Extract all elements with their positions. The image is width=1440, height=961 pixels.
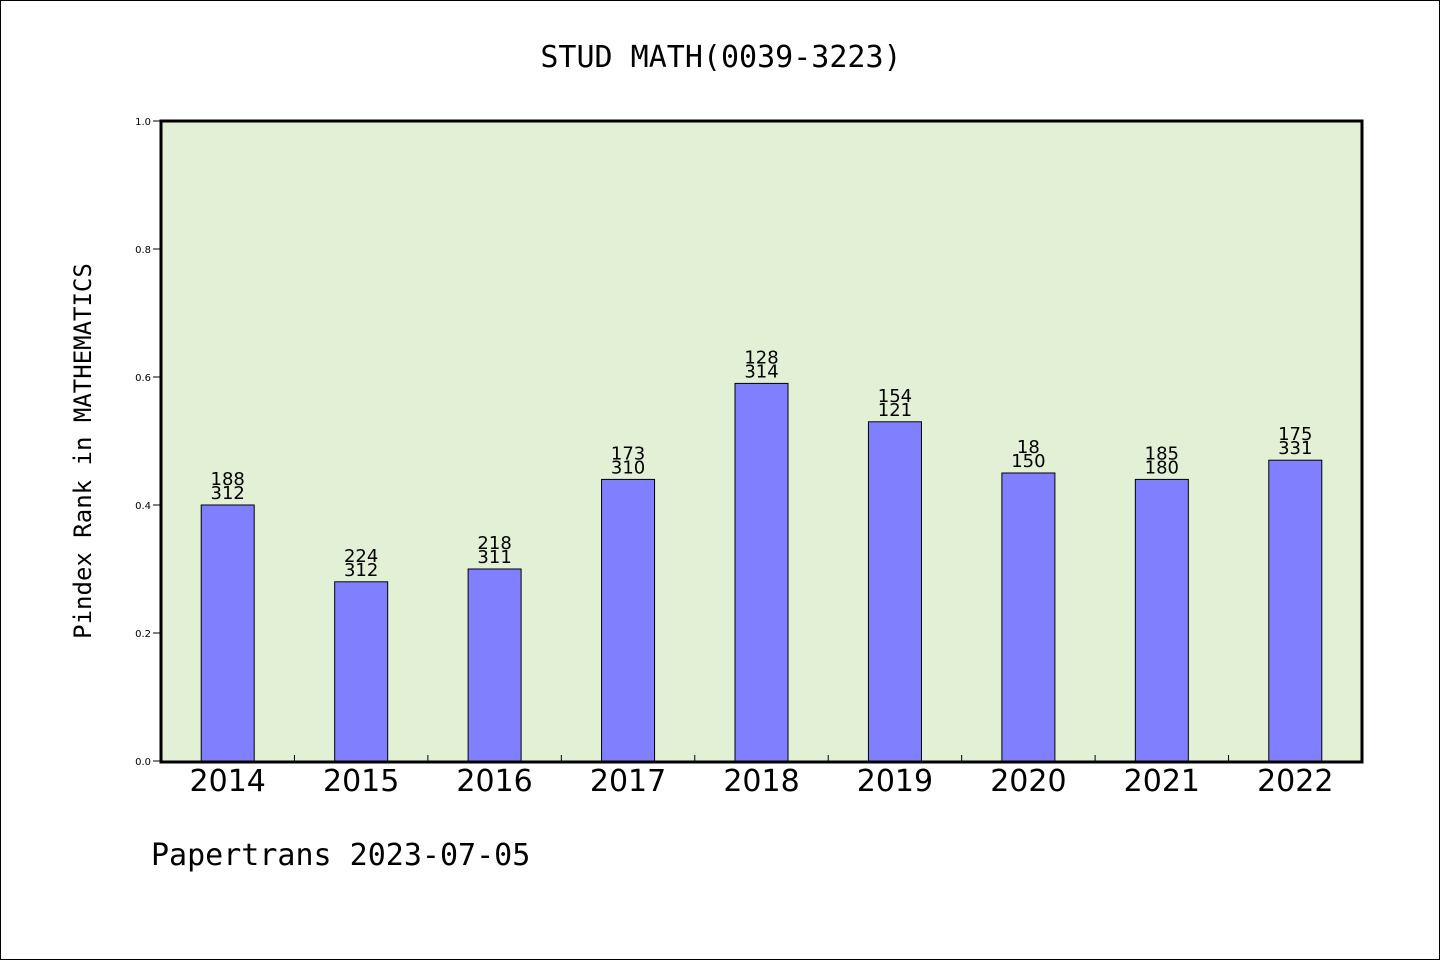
x-tick-label-2017: 2017 [590, 764, 666, 799]
bar-2015 [334, 581, 389, 762]
bar-2020 [1001, 472, 1056, 762]
chart-title: STUD MATH(0039-3223) [540, 40, 901, 75]
data-label-bottom-2014: 312 [211, 483, 245, 504]
bar-2018 [734, 382, 789, 762]
bar-2022 [1268, 459, 1323, 762]
data-label-bottom-2017: 310 [611, 457, 645, 478]
y-tick-label-0.2: 0.2 [135, 629, 151, 640]
data-label-top-2019: 154 [878, 386, 912, 407]
y-tick-label-0.6: 0.6 [135, 373, 151, 384]
y-axis: 0.0 0.2 0.4 0.6 0.8 1.0 [135, 117, 161, 768]
data-label-top-2022: 175 [1278, 424, 1312, 445]
x-tick-label-2015: 2015 [323, 764, 399, 799]
data-label-bottom-2020: 150 [1011, 451, 1045, 472]
data-label-top-2017: 173 [611, 443, 645, 464]
y-axis-label: Pindex Rank in MATHEMATICS [69, 263, 97, 639]
data-label-top-2021: 185 [1145, 443, 1179, 464]
x-tick-label-2021: 2021 [1124, 764, 1200, 799]
x-tick-label-2022: 2022 [1257, 764, 1333, 799]
y-tick-label-0.4: 0.4 [135, 501, 151, 512]
x-tick-label-2020: 2020 [990, 764, 1066, 799]
x-tick-label-2014: 2014 [190, 764, 266, 799]
x-tick-label-2019: 2019 [857, 764, 933, 799]
x-tick-label-2018: 2018 [723, 764, 799, 799]
bar-2019 [867, 421, 922, 762]
data-label-bottom-2015: 312 [344, 560, 378, 581]
plot-border [159, 119, 1364, 764]
data-label-bottom-2022: 331 [1278, 438, 1312, 459]
bar-2014 [200, 504, 255, 762]
data-labels-group: 1883122243122183111733101283141541211815… [211, 347, 1313, 580]
bar-2016 [467, 568, 522, 762]
data-label-bottom-2016: 311 [477, 547, 511, 568]
bars-group [200, 382, 1323, 762]
bar-2017 [601, 478, 656, 762]
bar-2021 [1134, 478, 1189, 762]
data-label-top-2014: 188 [211, 469, 245, 490]
data-label-bottom-2018: 314 [744, 361, 778, 382]
data-label-top-2018: 128 [744, 347, 778, 368]
data-label-bottom-2021: 180 [1145, 457, 1179, 478]
y-tick-label-0.8: 0.8 [135, 245, 151, 256]
data-label-top-2016: 218 [477, 533, 511, 554]
x-tick-label-2016: 2016 [456, 764, 532, 799]
y-tick-label-0.0: 0.0 [135, 757, 151, 768]
data-label-top-2020: 18 [1017, 437, 1040, 458]
data-label-top-2015: 224 [344, 546, 378, 567]
data-label-bottom-2019: 121 [878, 400, 912, 421]
x-axis: 2014 2015 2016 2017 2018 2019 2020 2021 2022 [190, 755, 1333, 799]
footer-source-date: Papertrans 2023-07-05 [151, 838, 530, 873]
y-tick-label-1.0: 1.0 [135, 117, 151, 128]
